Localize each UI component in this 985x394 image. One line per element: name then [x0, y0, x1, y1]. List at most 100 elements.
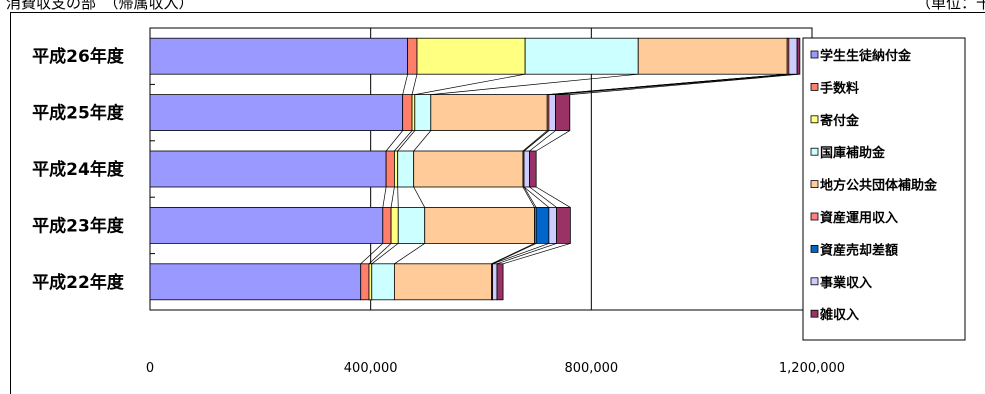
series-connector-line: [402, 74, 408, 95]
bar-segment: [555, 94, 571, 131]
series-connector-line: [397, 186, 399, 208]
legend-label: 寄付金: [820, 113, 860, 129]
series-connector-line: [394, 130, 413, 152]
bar-segment: [397, 150, 415, 188]
series-connector-line: [360, 243, 384, 265]
bar-segment: [360, 263, 370, 301]
legend-label: 国庫補助金: [820, 145, 886, 161]
legend-swatch: [810, 180, 819, 189]
series-connector-line: [529, 130, 556, 152]
series-connector-line: [502, 243, 571, 265]
legend-swatch: [810, 244, 819, 253]
bar-segment: [402, 94, 413, 131]
series-connector-line: [413, 130, 432, 152]
series-connector-line: [413, 186, 426, 208]
bar-segment: [149, 263, 362, 301]
bar-segment: [535, 206, 550, 244]
series-connector-line: [397, 130, 416, 152]
bar-segment: [796, 37, 801, 75]
bar-segment: [414, 94, 432, 131]
legend-swatch: [810, 212, 819, 221]
bar-segment: [393, 263, 492, 301]
bar-segment: [637, 37, 788, 75]
bar-segment: [548, 94, 556, 131]
category-label: 平成26年度: [32, 46, 125, 67]
legend-label: 手数料: [820, 80, 859, 96]
category-label: 平成24年度: [32, 159, 125, 180]
series-connector-line: [523, 186, 550, 208]
series-connector-line: [394, 243, 425, 265]
legend-label: 雑収入: [819, 307, 859, 323]
bar-segment: [390, 206, 399, 244]
series-connector-line: [522, 186, 535, 208]
series-connector-line: [535, 130, 570, 152]
bar-segment: [149, 150, 387, 188]
series-connector-line: [368, 243, 392, 265]
legend-swatch: [810, 309, 819, 318]
series-connector-line: [548, 73, 789, 95]
bar-segment: [529, 150, 537, 188]
x-tick-label: 400,000: [344, 361, 398, 376]
bar-segment: [411, 94, 416, 131]
legend-label: 地方公共団体補助金: [820, 178, 938, 194]
series-connector-line: [529, 186, 557, 208]
legend-swatch: [810, 115, 819, 124]
series-connector-line: [535, 186, 571, 208]
legend-swatch: [810, 50, 819, 59]
bar-segment: [496, 263, 504, 301]
series-connector-line: [414, 73, 526, 95]
bar-segment: [413, 150, 524, 188]
bar-segment: [524, 37, 639, 75]
series-connector-line: [411, 74, 418, 95]
bar-segment: [430, 94, 548, 131]
series-connector-line: [382, 186, 387, 208]
bar-segment: [149, 37, 409, 75]
bar-segment: [416, 37, 526, 75]
chart-frame: [10, 12, 985, 394]
x-tick-label: 800,000: [564, 361, 618, 376]
legend-swatch: [810, 83, 819, 91]
bar-segment: [393, 150, 399, 188]
bar-segment: [382, 206, 392, 244]
series-connector-line: [555, 73, 798, 95]
series-connector-line: [522, 130, 548, 152]
series-connector-line: [523, 186, 537, 208]
series-connector-line: [523, 130, 550, 152]
bar-segment: [523, 150, 530, 188]
bar-segment: [548, 206, 557, 244]
series-connector-line: [390, 186, 395, 208]
bar-segment: [492, 263, 498, 301]
category-label: 平成23年度: [32, 215, 125, 236]
bar-segment: [149, 206, 384, 244]
x-tick-label: 1,200,000: [779, 361, 845, 376]
series-connector-line: [492, 243, 537, 265]
category-label: 平成25年度: [32, 103, 125, 124]
bar-segment: [397, 206, 426, 244]
category-label: 平成22年度: [32, 272, 125, 293]
legend-swatch: [810, 277, 819, 286]
series-connector-line: [569, 73, 800, 95]
series-connector-line: [385, 130, 403, 152]
series-connector-line: [430, 73, 639, 95]
bar-segment: [368, 263, 373, 301]
legend-label: 事業収入: [820, 275, 872, 291]
bar-segment: [424, 206, 535, 244]
legend-label: 資産売却差額: [820, 242, 898, 258]
series-connector-line: [371, 243, 399, 265]
bar-segment: [149, 94, 404, 131]
bar-segment: [371, 263, 395, 301]
legend-swatch: [810, 147, 819, 156]
bar-segment: [788, 37, 798, 75]
unit-label: （単位：千: [915, 0, 985, 12]
legend-box: [802, 37, 966, 341]
legend-label: 資産運用収入: [820, 210, 898, 226]
series-connector-line: [491, 243, 535, 265]
series-connector-line: [496, 243, 557, 265]
chart-header-title: 消費収支の部 （帰属収入）: [6, 0, 194, 12]
bar-segment: [407, 37, 418, 75]
bar-segment: [385, 150, 395, 188]
x-tick-label: 0: [146, 361, 154, 376]
bar-segment: [556, 206, 571, 244]
series-connector-line: [492, 243, 549, 265]
